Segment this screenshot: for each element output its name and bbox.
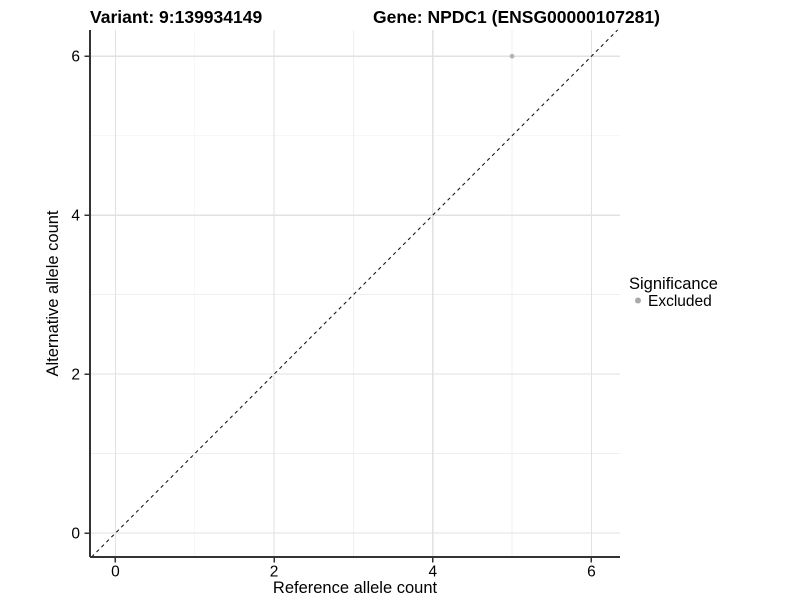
y-tick-label: 0 [71,526,80,543]
axis-ticks [84,55,593,563]
x-tick-label: 2 [270,564,279,581]
plot-title-variant: Variant: 9:139934149 [90,7,262,27]
x-axis-label: Reference allele count [273,579,438,597]
legend-point-icon [635,297,641,304]
y-tick-label: 2 [71,367,80,384]
axis-tick-labels: 0 2 4 6 0 2 4 6 [71,49,595,581]
legend-item-label: Excluded [648,293,712,310]
legend: Significance Excluded [629,275,718,310]
identity-line [91,29,618,558]
axis-lines [89,30,620,558]
major-gridlines [90,30,620,557]
x-tick-label: 6 [587,564,596,581]
x-tick-label: 4 [428,564,437,581]
legend-title: Significance [629,275,718,293]
y-tick-label: 4 [71,208,80,225]
data-point [509,53,515,59]
data-points [509,53,515,59]
minor-gridlines [90,30,620,557]
plot-title-gene: Gene: NPDC1 (ENSG00000107281) [373,7,660,27]
y-axis-label: Alternative allele count [44,210,62,376]
y-tick-label: 6 [71,49,80,66]
x-tick-label: 0 [111,564,120,581]
